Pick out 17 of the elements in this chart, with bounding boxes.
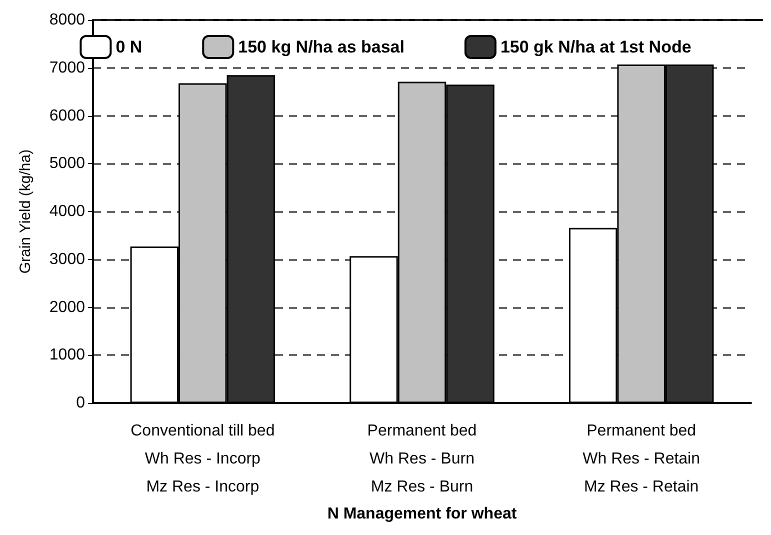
legend-label: 150 kg N/ha as basal (238, 38, 404, 56)
y-tick-label: 7000 (49, 59, 86, 76)
y-tick-label: 8000 (49, 12, 86, 28)
y-tick-label: 2000 (49, 298, 86, 316)
x-tick-label: Conventional till bed Wh Res - Incorp Mz Res - Incorp (130, 422, 275, 496)
y-tick-label: 1000 (49, 346, 86, 364)
y-axis-title: Grain Yield (kg/ha) (17, 149, 34, 274)
x-axis-title: N Management for wheat (327, 506, 518, 522)
legend-label: 0 N (116, 38, 142, 56)
y-tick-label: 5000 (49, 155, 86, 172)
x-tick-label: Permanent bed Wh Res - Retain Mz Res - Retain (582, 422, 700, 496)
y-tick-label: 6000 (49, 107, 86, 124)
y-tick-label: 0 (76, 394, 86, 412)
y-tick-label: 3000 (49, 250, 86, 268)
x-tick-label: Permanent bed Wh Res - Burn Mz Res - Burn (367, 422, 477, 496)
legend-label: 150 gk N/ha at 1st Node (500, 38, 692, 56)
y-tick-label: 4000 (49, 203, 86, 220)
